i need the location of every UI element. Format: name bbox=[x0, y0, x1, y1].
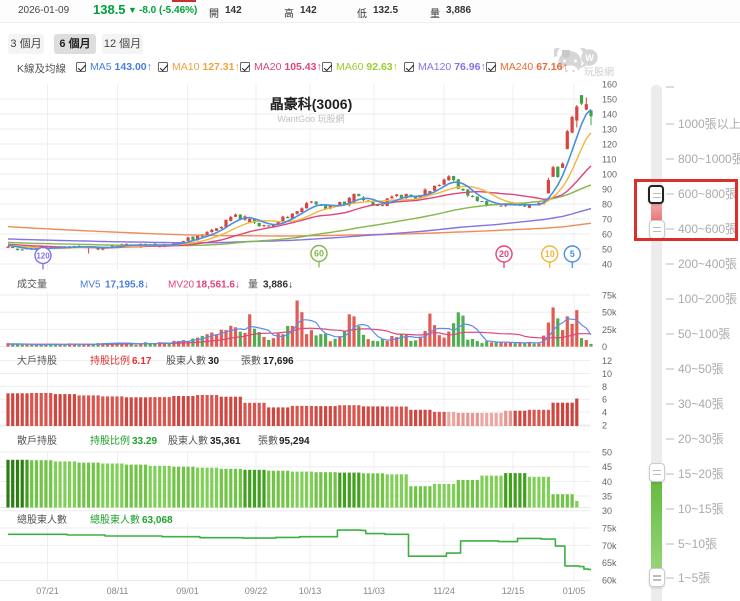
svg-text:140: 140 bbox=[602, 109, 617, 119]
svg-text:持股比例: 持股比例 bbox=[90, 354, 130, 367]
svg-text:6: 6 bbox=[602, 395, 607, 405]
svg-text:10: 10 bbox=[545, 249, 555, 259]
svg-text:大戶持股: 大戶持股 bbox=[17, 354, 57, 367]
svg-text:5: 5 bbox=[570, 249, 575, 259]
svg-text:量: 量 bbox=[248, 279, 258, 291]
svg-text:2: 2 bbox=[602, 420, 607, 430]
svg-text:150: 150 bbox=[602, 94, 617, 104]
svg-text:90: 90 bbox=[602, 184, 612, 194]
svg-text:35: 35 bbox=[602, 491, 612, 501]
svg-text:110: 110 bbox=[602, 154, 616, 164]
svg-text:總股東人數: 總股東人數 bbox=[17, 513, 67, 526]
svg-text:80: 80 bbox=[602, 199, 612, 209]
svg-text:45: 45 bbox=[602, 462, 612, 472]
svg-text:MV5: MV5 bbox=[80, 280, 101, 291]
svg-text:08/11: 08/11 bbox=[107, 586, 129, 596]
svg-text:W: W bbox=[585, 53, 594, 63]
svg-text:12: 12 bbox=[602, 356, 612, 366]
svg-text:玩股網: 玩股網 bbox=[584, 66, 614, 79]
svg-text:60k: 60k bbox=[602, 576, 617, 586]
svg-text:35,361: 35,361 bbox=[210, 436, 241, 447]
svg-text:散戶持股: 散戶持股 bbox=[17, 434, 57, 447]
svg-text:130: 130 bbox=[602, 124, 617, 134]
svg-text:4: 4 bbox=[602, 407, 607, 417]
svg-text:持股比例: 持股比例 bbox=[90, 434, 130, 447]
svg-text:成交量: 成交量 bbox=[17, 278, 47, 291]
svg-text:股東人數: 股東人數 bbox=[168, 434, 208, 447]
svg-text:50: 50 bbox=[602, 244, 612, 254]
svg-text:100: 100 bbox=[602, 169, 617, 179]
svg-text:65k: 65k bbox=[602, 558, 617, 568]
svg-text:晶豪科(3006): 晶豪科(3006) bbox=[270, 96, 352, 112]
svg-text:6.17: 6.17 bbox=[132, 356, 152, 367]
svg-text:17,696: 17,696 bbox=[263, 356, 294, 367]
svg-text:張數: 張數 bbox=[258, 434, 278, 447]
svg-text:75k: 75k bbox=[602, 523, 617, 533]
svg-text:70k: 70k bbox=[602, 541, 617, 551]
svg-text:07/21: 07/21 bbox=[36, 586, 59, 596]
svg-text:09/01: 09/01 bbox=[176, 586, 199, 596]
svg-text:20: 20 bbox=[499, 249, 509, 259]
svg-text:8: 8 bbox=[602, 382, 607, 392]
svg-text:40: 40 bbox=[602, 259, 612, 269]
svg-text:3,886↓: 3,886↓ bbox=[263, 280, 293, 291]
svg-text:MV20: MV20 bbox=[168, 280, 195, 291]
svg-text:75k: 75k bbox=[602, 290, 617, 300]
svg-text:總股東人數: 總股東人數 bbox=[90, 513, 140, 526]
svg-text:11/24: 11/24 bbox=[433, 586, 455, 596]
svg-text:50k: 50k bbox=[602, 308, 617, 318]
svg-text:30: 30 bbox=[208, 356, 220, 367]
svg-text:30: 30 bbox=[602, 506, 612, 516]
svg-text:張數: 張數 bbox=[241, 354, 261, 367]
svg-text:10: 10 bbox=[602, 369, 612, 379]
svg-text:63,068: 63,068 bbox=[142, 515, 173, 526]
svg-text:12/15: 12/15 bbox=[502, 586, 525, 596]
svg-text:70: 70 bbox=[602, 214, 612, 224]
svg-text:120: 120 bbox=[602, 139, 617, 149]
svg-text:WantGoo 玩股網: WantGoo 玩股網 bbox=[277, 113, 344, 124]
svg-text:60: 60 bbox=[602, 229, 612, 239]
svg-text:50: 50 bbox=[602, 447, 612, 457]
svg-text:120: 120 bbox=[36, 252, 50, 261]
svg-text:09/22: 09/22 bbox=[245, 586, 268, 596]
svg-text:25k: 25k bbox=[602, 325, 617, 335]
svg-text:33.29: 33.29 bbox=[132, 436, 157, 447]
svg-text:160: 160 bbox=[602, 80, 617, 89]
svg-text:股東人數: 股東人數 bbox=[166, 354, 206, 367]
svg-text:01/05: 01/05 bbox=[563, 586, 586, 596]
svg-text:11/03: 11/03 bbox=[363, 586, 385, 596]
svg-text:10/13: 10/13 bbox=[299, 586, 322, 596]
svg-text:18,561.6↓: 18,561.6↓ bbox=[196, 280, 240, 291]
svg-text:40: 40 bbox=[602, 477, 612, 487]
svg-text:60: 60 bbox=[314, 249, 324, 259]
svg-text:0: 0 bbox=[602, 342, 607, 352]
svg-text:17,195.8↓: 17,195.8↓ bbox=[105, 280, 149, 291]
svg-text:95,294: 95,294 bbox=[279, 436, 310, 447]
